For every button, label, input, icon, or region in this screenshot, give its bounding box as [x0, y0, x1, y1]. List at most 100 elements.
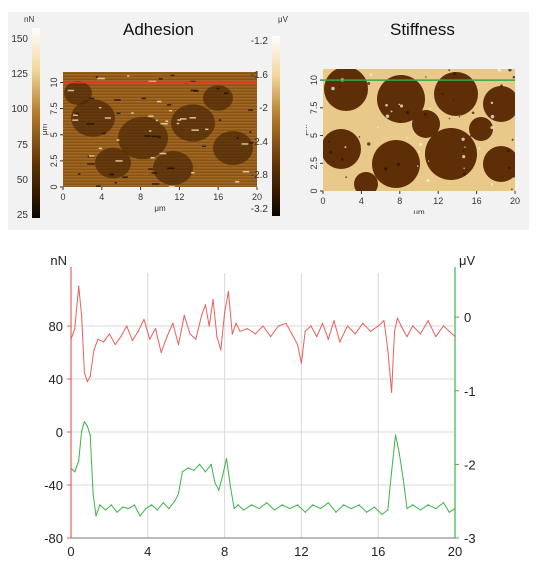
adhesion-y-tick-label: 10 — [49, 77, 59, 87]
stiffness-texture — [344, 146, 347, 149]
adhesion-profile-point — [120, 336, 122, 338]
adhesion-texture — [86, 123, 95, 125]
stiffness-profile-point — [243, 509, 245, 511]
stiffness-texture — [390, 110, 393, 113]
adhesion-texture — [167, 167, 175, 170]
stiffness-texture — [358, 136, 361, 138]
adhesion-domain — [203, 85, 233, 111]
right-axis-tick-label: -2 — [464, 457, 476, 472]
stiffness-x-tick-label: 4 — [359, 196, 364, 206]
adhesion-profile-point — [354, 333, 356, 335]
stiffness-profile-point — [225, 457, 228, 460]
stiffness-profile-point — [89, 434, 91, 436]
adhesion-texture — [77, 173, 81, 175]
stiffness-profile-point — [358, 504, 360, 506]
adhesion-profile-point — [93, 349, 95, 351]
adhesion-texture — [189, 117, 197, 119]
left-axis-tick-label: -80 — [44, 531, 63, 546]
stiffness-profile-point — [350, 507, 352, 510]
stiffness-texture — [469, 135, 472, 137]
stiffness-profile-point — [394, 434, 397, 436]
adhesion-profile-point — [427, 320, 429, 322]
stiffness-profile-point — [139, 515, 141, 517]
stiffness-texture — [458, 116, 461, 118]
adhesion-profile-point — [412, 325, 414, 327]
stiffness-texture — [427, 160, 430, 162]
adhesion-profile-point — [143, 318, 145, 320]
stiffness-profile-point — [237, 504, 239, 506]
right-axis-tick-label: -3 — [464, 531, 476, 546]
stiffness-colorbar — [272, 36, 280, 216]
adhesion-texture — [97, 77, 105, 80]
stiffness-texture — [452, 98, 455, 101]
left-axis-tick-label: 40 — [49, 372, 63, 387]
adhesion-y-tick-label: 5 — [49, 132, 59, 137]
stiffness-texture — [419, 143, 422, 146]
adhesion-y-tick-label: 7.5 — [49, 102, 59, 115]
adhesion-profile-series — [70, 285, 456, 393]
adhesion-texture — [157, 100, 162, 103]
adhesion-texture — [122, 176, 128, 178]
adhesion-texture — [148, 115, 154, 117]
stiffness-texture — [508, 68, 512, 72]
adhesion-profile-point — [406, 336, 408, 338]
adhesion-profile-point — [216, 336, 218, 338]
stiffness-profile-point — [168, 507, 170, 510]
adhesion-profile-point — [70, 338, 72, 340]
adhesion-y-tick-label: 0 — [49, 184, 59, 189]
adhesion-domain — [71, 99, 115, 137]
x-tick-label: 0 — [67, 544, 74, 559]
adhesion-profile-point — [333, 320, 335, 322]
adhesion-profile-point — [362, 322, 364, 324]
x-tick-label: 12 — [294, 544, 308, 559]
adhesion-profile-point — [391, 391, 393, 393]
stiffness-texture — [448, 69, 451, 72]
adhesion-texture — [216, 87, 220, 90]
adhesion-profile-point — [83, 371, 86, 373]
adhesion-profile-point — [86, 381, 88, 383]
adhesion-profile-point — [224, 312, 226, 314]
adhesion-texture — [127, 75, 130, 77]
stiffness-profile-point — [151, 504, 153, 506]
adhesion-x-tick-label: 0 — [60, 192, 65, 202]
adhesion-texture — [99, 106, 102, 109]
adhesion-texture — [167, 104, 172, 106]
adhesion-colorbar-tick-label: 75 — [16, 139, 28, 151]
adhesion-texture — [109, 173, 115, 176]
stiffness-profile-point — [162, 502, 164, 504]
adhesion-profile-point — [74, 328, 76, 330]
stiffness-profile-point — [304, 511, 306, 513]
stiffness-profile-point — [454, 507, 456, 510]
left-axis-tick-label: 0 — [56, 425, 63, 440]
stiffness-texture — [490, 114, 495, 119]
adhesion-texture — [236, 137, 239, 139]
stiffness-texture — [340, 157, 344, 161]
stiffness-texture — [425, 76, 427, 78]
stiffness-profile-point — [366, 511, 368, 513]
stiffness-texture — [385, 103, 388, 107]
x-tick-label: 20 — [448, 544, 462, 559]
adhesion-texture — [249, 131, 252, 133]
stiffness-profile-point — [95, 515, 97, 517]
adhesion-profile-point — [291, 333, 293, 335]
adhesion-profile-point — [383, 320, 385, 322]
stiffness-texture — [396, 162, 401, 167]
adhesion-profile-point — [80, 314, 83, 316]
stiffness-profile-point — [281, 504, 283, 506]
adhesion-profile-point — [419, 333, 422, 335]
adhesion-profile-point — [310, 325, 312, 327]
stiffness-texture — [497, 68, 501, 72]
stiffness-profile-point — [327, 502, 329, 504]
stiffness-domain — [324, 67, 368, 111]
stiffness-profile-point — [156, 509, 158, 511]
adhesion-profile-point — [195, 338, 197, 340]
adhesion-profile-point — [400, 325, 402, 327]
stiffness-profile-point — [70, 467, 72, 469]
adhesion-profile-point — [327, 338, 329, 340]
stiffness-domain — [354, 172, 378, 196]
stiffness-texture — [448, 117, 451, 120]
stiffness-texture — [490, 101, 494, 105]
adhesion-profile-point — [160, 351, 162, 354]
adhesion-colorbar-unit: nN — [24, 15, 35, 24]
adhesion-texture — [116, 112, 121, 115]
